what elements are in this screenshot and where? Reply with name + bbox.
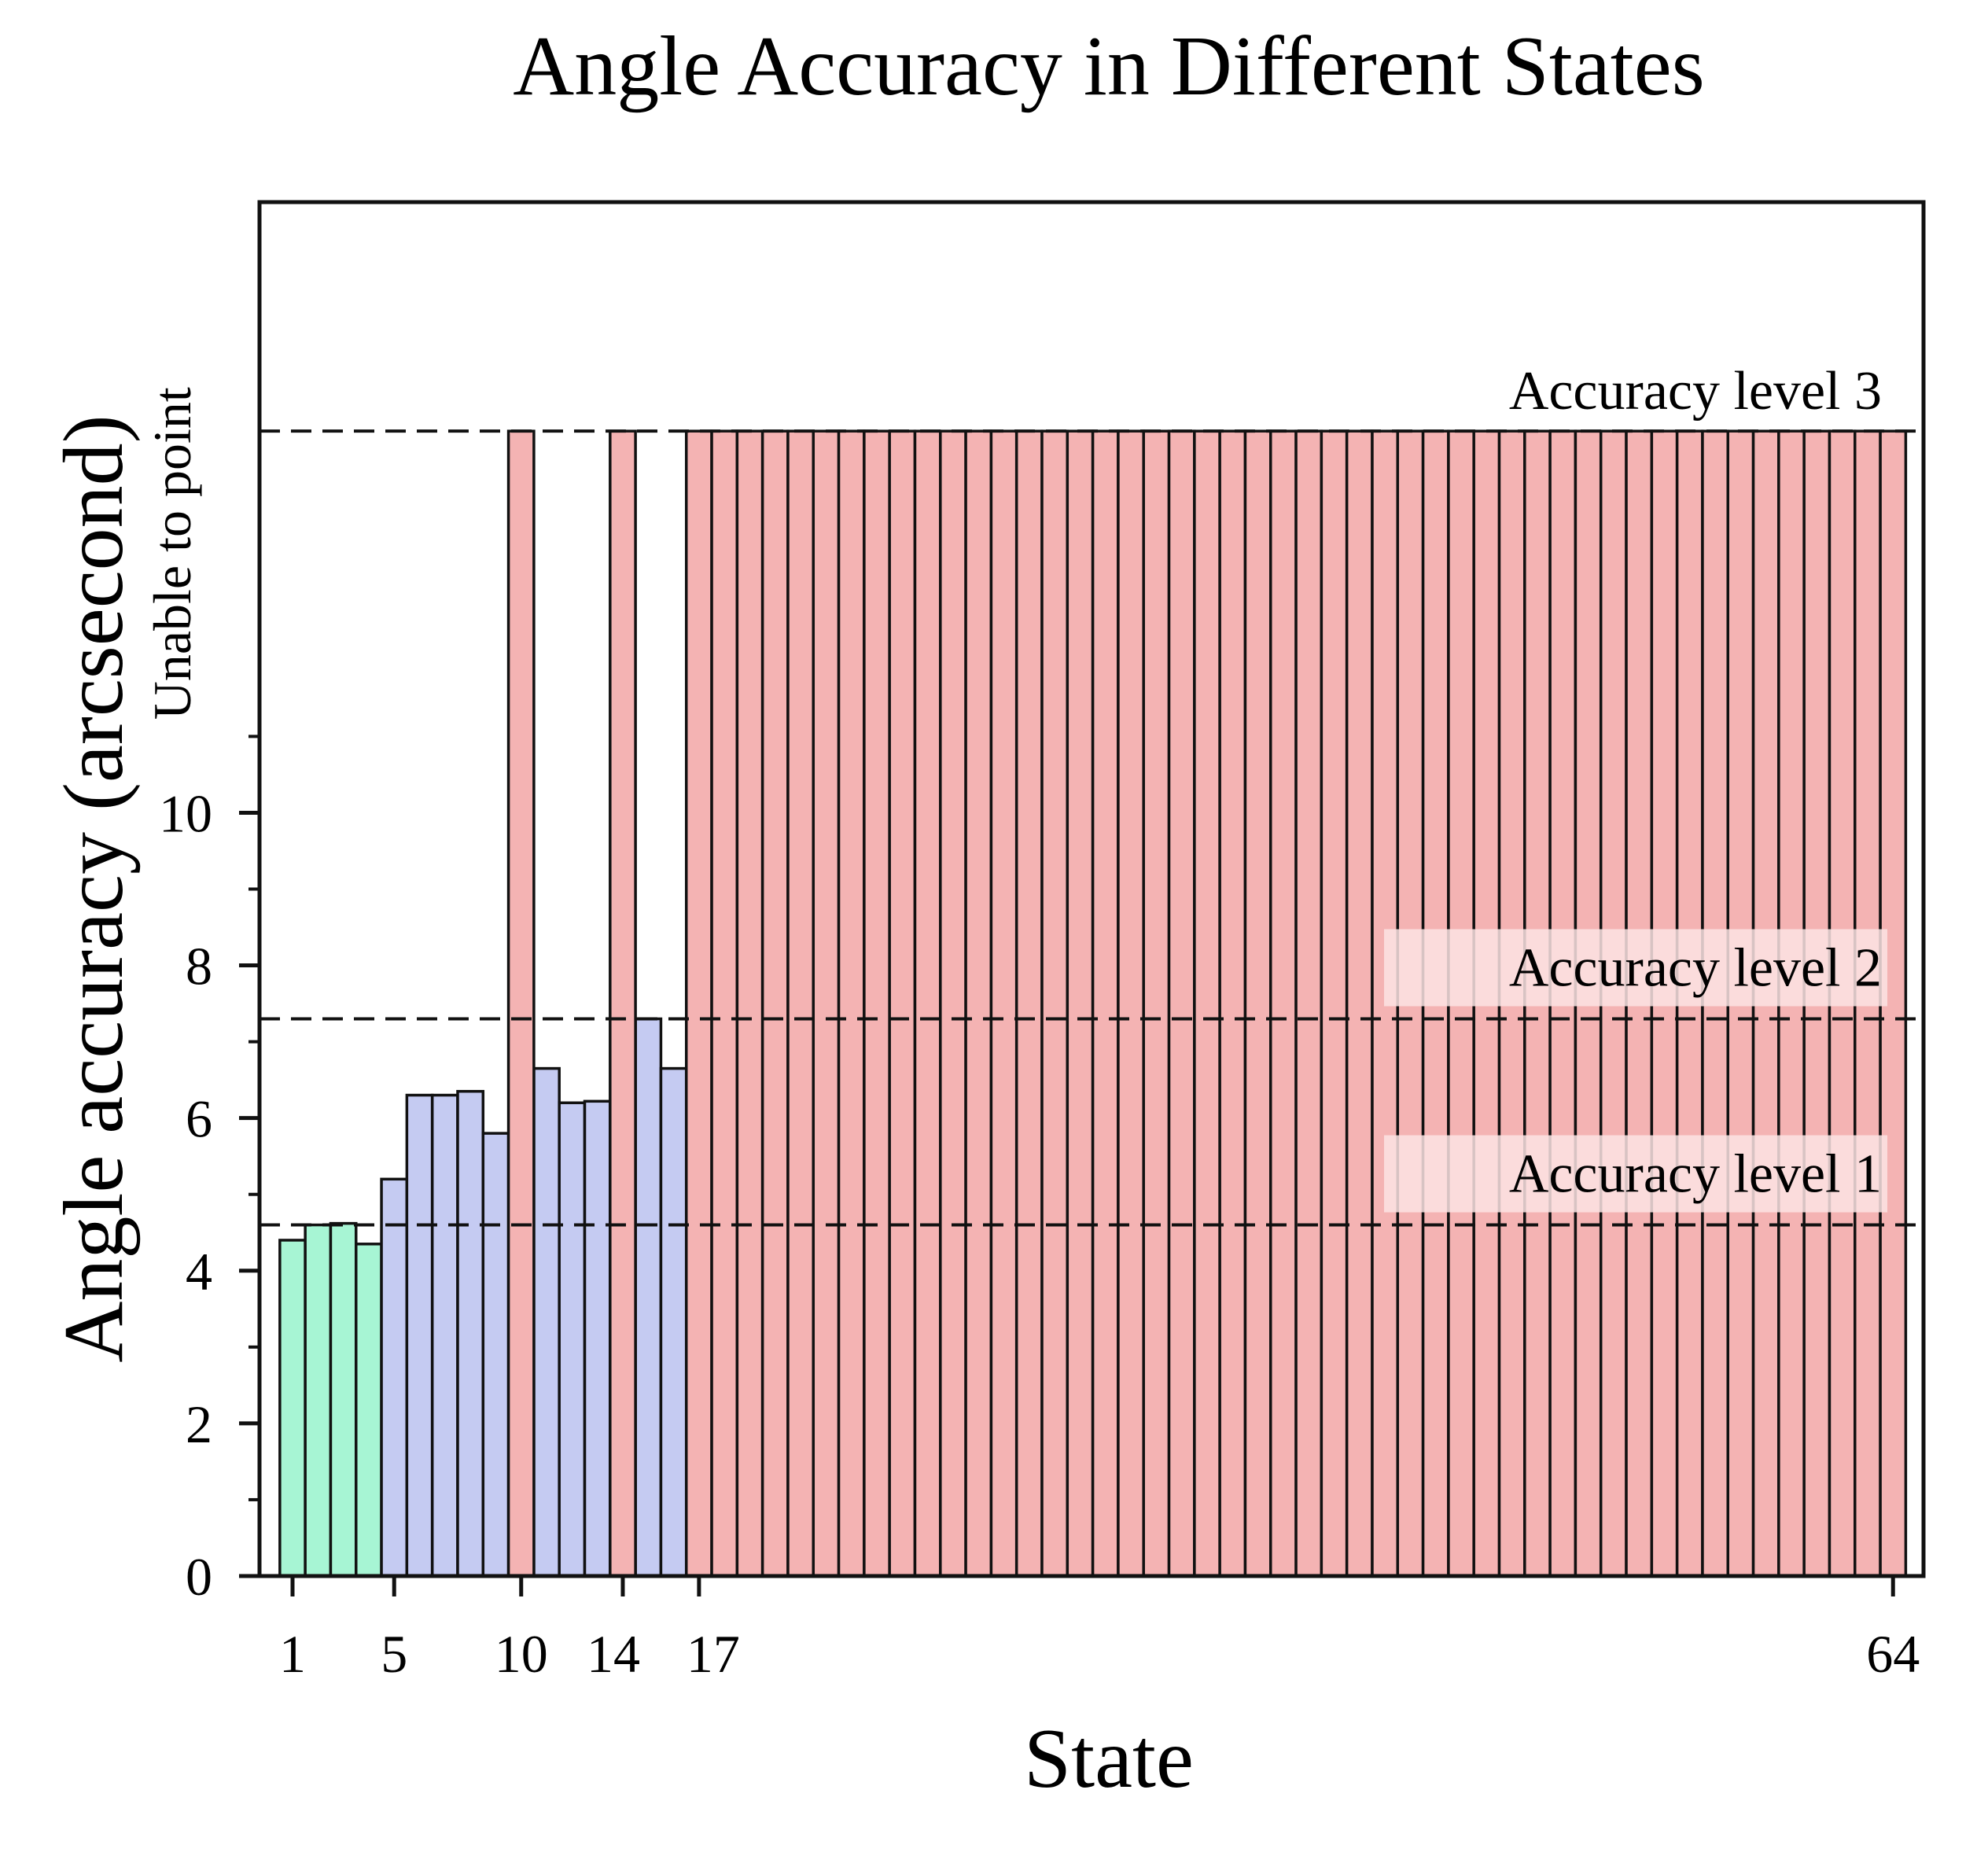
bar-state-5 (380, 1177, 409, 1578)
bar-state-42 (1320, 429, 1349, 1578)
y-axis: 0 2 4 6 8 10 (159, 735, 260, 1607)
bar-state-24 (863, 429, 891, 1578)
bar-state-33 (1091, 429, 1120, 1578)
y-tick-label-2: 2 (186, 1394, 212, 1454)
x-axis: 1 5 10 14 17 64 (279, 1576, 1920, 1684)
y-axis-label: Angle accuracy (arcsecond) (47, 414, 141, 1362)
y-tick-label-8: 8 (186, 937, 212, 996)
x-tick-label-10: 10 (495, 1624, 548, 1684)
x-tick-label-17: 17 (687, 1624, 740, 1684)
reference-label-bg-1 (1384, 1135, 1887, 1213)
bar-state-43 (1345, 429, 1374, 1578)
bar-state-36 (1167, 429, 1196, 1578)
reference-label-1: Accuracy level 1 (1509, 1144, 1882, 1205)
y-tick-label-0: 0 (186, 1547, 212, 1607)
y-tick-label-4: 4 (186, 1242, 212, 1302)
bar-state-4 (355, 1243, 383, 1578)
y-tick-label-10: 10 (159, 783, 212, 843)
bar-state-19 (735, 429, 764, 1578)
bar-state-18 (710, 429, 739, 1578)
bar-state-34 (1117, 429, 1145, 1578)
bar-state-27 (939, 429, 967, 1578)
bar-state-13 (583, 1099, 612, 1578)
reference-label-3: Accuracy level 3 (1509, 361, 1882, 422)
reference-label-bg-2 (1384, 929, 1887, 1007)
bar-state-41 (1294, 429, 1323, 1578)
bar-state-11 (532, 1066, 561, 1578)
bar-state-12 (558, 1101, 587, 1578)
bar-state-16 (659, 1066, 688, 1578)
bar-state-1 (278, 1239, 307, 1578)
x-axis-label: State (1024, 1712, 1194, 1806)
x-tick-label-5: 5 (381, 1624, 407, 1684)
bar-state-39 (1243, 429, 1272, 1578)
bar-state-31 (1040, 429, 1069, 1578)
y-tick-label-6: 6 (186, 1089, 212, 1149)
bar-state-38 (1218, 429, 1247, 1578)
bar-state-21 (786, 429, 815, 1578)
bar-state-32 (1066, 429, 1095, 1578)
bar-state-40 (1269, 429, 1298, 1578)
bar-state-7 (430, 1093, 459, 1578)
bar-state-6 (405, 1093, 434, 1578)
bar-state-15 (634, 1017, 663, 1578)
bar-state-3 (329, 1221, 358, 1578)
bar-state-28 (964, 429, 993, 1578)
bar-state-22 (812, 429, 841, 1578)
bar-state-23 (837, 429, 866, 1578)
bar-state-20 (760, 429, 790, 1578)
bar-state-29 (989, 429, 1018, 1578)
bar-state-9 (481, 1132, 510, 1578)
bar-state-25 (888, 429, 917, 1578)
bar-state-8 (456, 1089, 485, 1578)
bar-state-10 (506, 429, 536, 1578)
reference-label-2: Accuracy level 2 (1509, 937, 1882, 998)
bar-state-26 (913, 429, 942, 1578)
bar-state-35 (1142, 429, 1171, 1578)
bar-state-14 (609, 429, 637, 1578)
bar-state-17 (684, 429, 713, 1578)
bar-state-37 (1193, 429, 1221, 1578)
unable-to-point-label: Unable to point (142, 387, 202, 720)
x-tick-label-1: 1 (279, 1624, 306, 1684)
chart-title: Angle Accuracy in Different States (513, 20, 1704, 113)
x-tick-label-14: 14 (587, 1624, 640, 1684)
reference-lines-group: Accuracy level 1 Accuracy level 2 Accuracy… (260, 361, 1924, 1227)
bar-state-2 (304, 1223, 333, 1578)
x-tick-label-64: 64 (1866, 1624, 1920, 1684)
bar-state-30 (1014, 429, 1044, 1578)
